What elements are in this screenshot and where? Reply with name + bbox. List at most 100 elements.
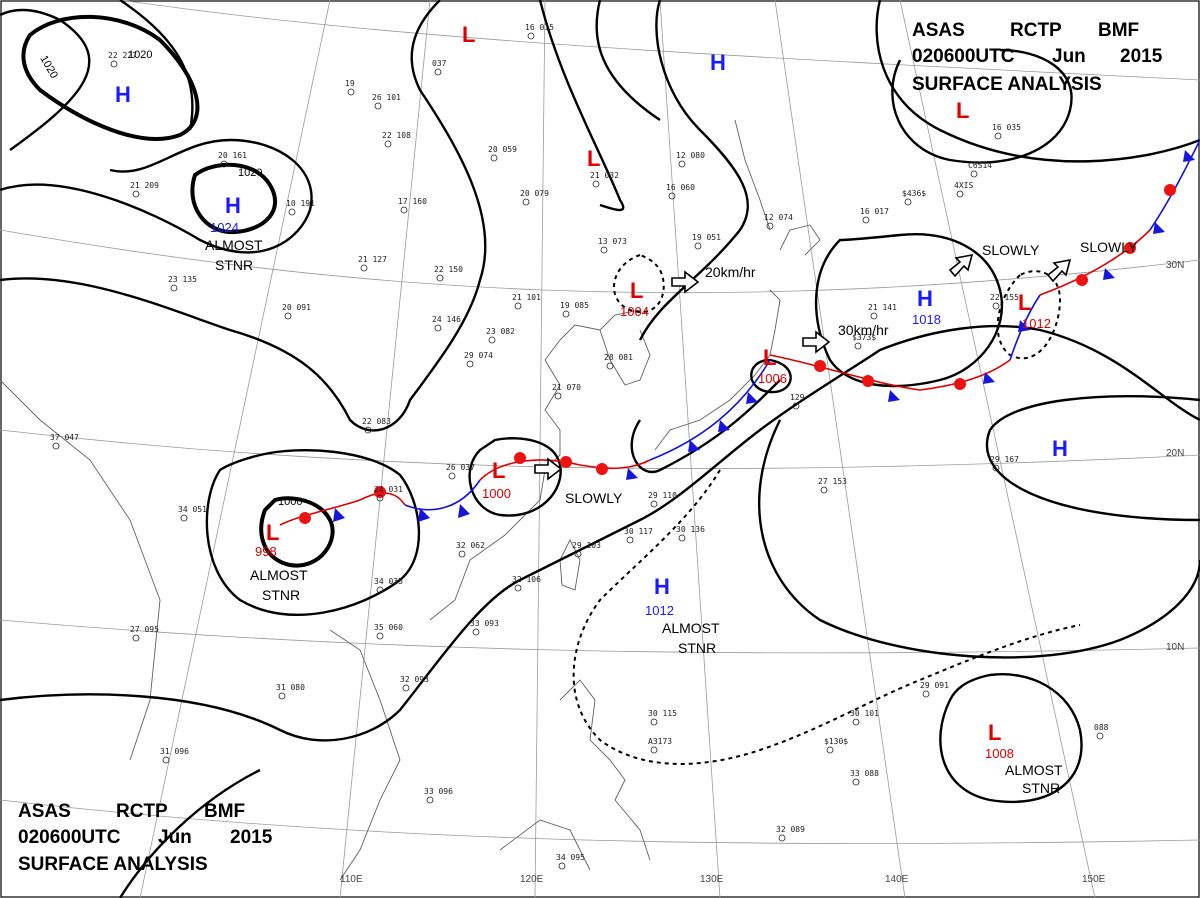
front-segment-cold xyxy=(1009,294,1041,361)
title-year: 2015 xyxy=(230,827,273,848)
station-circle xyxy=(650,500,658,508)
isobar xyxy=(595,0,661,121)
movement-arrow xyxy=(1046,258,1072,283)
warm-front-bump xyxy=(596,463,608,475)
movement-label: SLOWLY xyxy=(982,242,1040,258)
station-plot: 12 074 xyxy=(764,213,793,222)
isobar-1020 xyxy=(190,162,277,235)
title-time: 020600UTC xyxy=(18,827,121,848)
isobar xyxy=(0,0,487,432)
station-plot: $436$ xyxy=(902,189,926,198)
isobar xyxy=(939,673,1083,804)
station-plot: 20 059 xyxy=(488,145,517,154)
trough-line xyxy=(996,270,1062,360)
station-plot: 29 110 xyxy=(648,491,677,500)
station-plot: 16 035 xyxy=(992,123,1021,132)
station-plot: 23 082 xyxy=(486,327,515,336)
sakhalin xyxy=(734,119,771,231)
station-circle xyxy=(600,246,608,254)
cold-front-symbols xyxy=(333,150,1195,522)
coastlines xyxy=(0,119,821,881)
station-plot: 34 051 xyxy=(178,505,207,514)
station-plot: 13 073 xyxy=(598,237,627,246)
station-plot: 16 017 xyxy=(860,207,889,216)
low-pressure-value: 1006 xyxy=(758,371,787,386)
indochina xyxy=(329,629,401,881)
station-plot: 35 060 xyxy=(374,623,403,632)
station-circle xyxy=(110,60,118,68)
title-analysis: SURFACE ANALYSIS xyxy=(18,854,208,875)
station-circle xyxy=(466,360,474,368)
warm-front-bump xyxy=(1124,242,1136,254)
lon-label-120e: 120E xyxy=(520,874,544,885)
station-circle xyxy=(488,336,496,344)
station-circle xyxy=(514,302,522,310)
station-circle xyxy=(668,192,676,200)
high-pressure-value: 1018 xyxy=(912,312,941,327)
low-center-letter: L xyxy=(988,720,1001,745)
station-plot: 21 127 xyxy=(358,255,387,264)
longitude-line-110e xyxy=(339,0,431,898)
station-plot: 34 095 xyxy=(556,853,585,862)
station-plot: C6S14 xyxy=(968,161,992,170)
cold-front-tooth xyxy=(1183,150,1195,162)
station-circle xyxy=(854,342,862,350)
low-center-letter: L xyxy=(956,98,969,123)
lon-label-150e: 150E xyxy=(1082,874,1106,885)
movement-label: STNR xyxy=(678,640,716,656)
front-segment-cold xyxy=(404,479,481,511)
station-circle xyxy=(904,198,912,206)
station-plot: 32 093 xyxy=(400,675,429,684)
isobar-label: 1020 xyxy=(128,49,152,61)
movement-label: SLOWLY xyxy=(1080,239,1138,255)
cold-front-tooth xyxy=(458,504,470,518)
station-circle xyxy=(606,362,614,370)
station-circle xyxy=(458,550,466,558)
station-plot: 30 117 xyxy=(624,527,653,536)
philippines xyxy=(559,679,651,861)
station-circle xyxy=(132,190,140,198)
station-circle xyxy=(1096,732,1104,740)
india-coast xyxy=(0,379,161,761)
station-plot: 17 160 xyxy=(398,197,427,206)
station-plot: 16 060 xyxy=(666,183,695,192)
high-pressure-value: 1012 xyxy=(645,603,674,618)
low-center-letter: L xyxy=(630,278,643,303)
latitude-line-20n xyxy=(0,429,1200,470)
station-circle xyxy=(522,198,530,206)
low-center-letter: L xyxy=(1018,290,1031,315)
cold-front-tooth xyxy=(888,390,900,402)
high-pressure-value: 1024 xyxy=(210,220,239,235)
movement-arrow xyxy=(534,457,563,481)
station-plot: 22 150 xyxy=(434,265,463,274)
station-circle xyxy=(374,102,382,110)
station-plot: 20 161 xyxy=(218,151,247,160)
station-circle xyxy=(448,472,456,480)
station-plot: 34 035 xyxy=(374,577,403,586)
station-circle xyxy=(472,628,480,636)
isobar xyxy=(0,138,313,254)
korea-coast xyxy=(599,329,651,386)
station-plot: 28 081 xyxy=(604,353,633,362)
station-plot: 10 191 xyxy=(286,199,315,208)
station-circle xyxy=(562,310,570,318)
title-block-bottom: ASAS RCTP BMF 020600UTC Jun 2015 SURFACE… xyxy=(18,801,273,875)
station-circle xyxy=(820,486,828,494)
latitude-line-30n xyxy=(0,229,1200,294)
station-circle xyxy=(347,88,355,96)
cold-front-tooth xyxy=(1018,320,1030,332)
station-plot: 20 091 xyxy=(282,303,311,312)
station-plot: 21 101 xyxy=(512,293,541,302)
isobar xyxy=(538,0,625,212)
lat-label-10n: 10N xyxy=(1166,642,1184,653)
station-circle xyxy=(650,718,658,726)
station-circle xyxy=(626,536,634,544)
station-circle xyxy=(360,264,368,272)
station-circle xyxy=(994,132,1002,140)
title-month: Jun xyxy=(1052,46,1086,67)
movement-label: SLOWLY xyxy=(565,490,623,506)
lat-label-30n: 30N xyxy=(1166,260,1184,271)
station-plot: 24 146 xyxy=(432,315,461,324)
station-plot: 088 xyxy=(1094,723,1109,732)
